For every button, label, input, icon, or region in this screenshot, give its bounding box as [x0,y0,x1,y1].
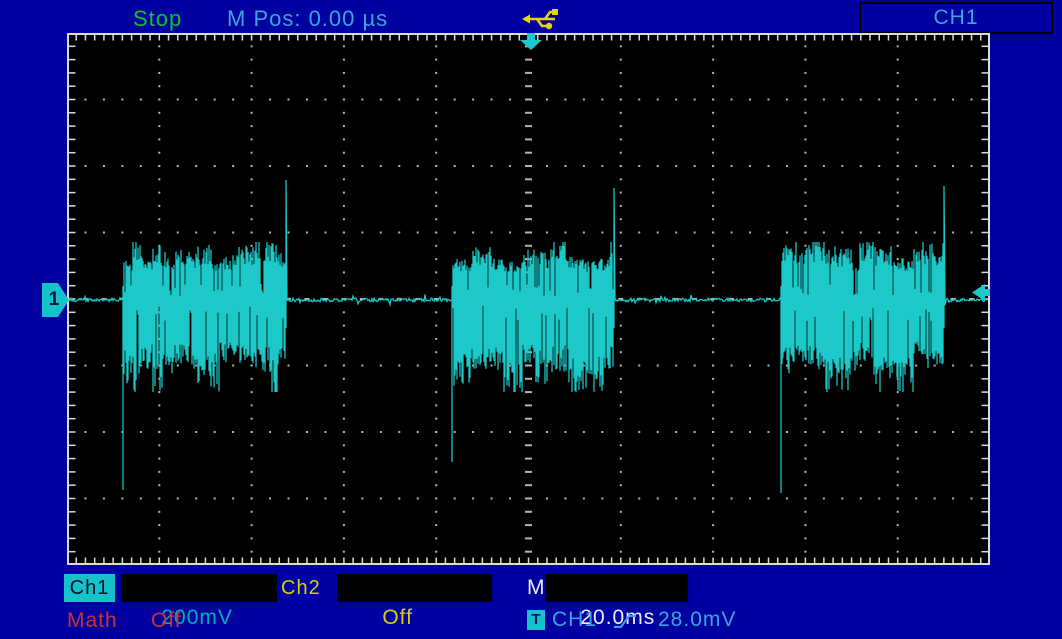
trigger-level: 28.0mV [658,608,737,631]
channel1-chip: Ch1 [64,574,115,602]
math-value: Off [151,609,182,632]
channel2-name: Ch2 [281,577,321,599]
graticule [67,33,990,565]
trigger-position-marker-icon [520,33,542,50]
rising-edge-icon [614,615,636,628]
run-status: Stop [133,6,183,31]
channel2-scale-box: Off [337,574,492,629]
horizontal-position-readout: M Pos: 0.00 µs [227,6,389,31]
active-channel-box: CH1 [859,2,1053,34]
usb-icon [522,9,558,30]
channel2-value: Off [382,606,413,629]
channel1-scale-box: 200mV [121,574,277,629]
trigger-level-marker-icon [972,284,990,301]
active-channel-label: CH1 [933,6,979,29]
timebase-box: 20.0ms [546,574,688,629]
math-label: Math [67,609,118,632]
channel1-marker-label: 1 [48,289,60,310]
timebase-value: 20.0ms [580,606,656,629]
channel1-marker-icon [42,283,69,317]
trigger-source: CH1 [552,608,598,631]
channel1-name: Ch1 [69,577,110,599]
trigger-indicator: T [531,611,541,628]
trigger-indicator-chip: T [527,610,545,630]
timebase-prefix: M [527,576,546,599]
channel1-scale: 200mV [161,606,233,629]
